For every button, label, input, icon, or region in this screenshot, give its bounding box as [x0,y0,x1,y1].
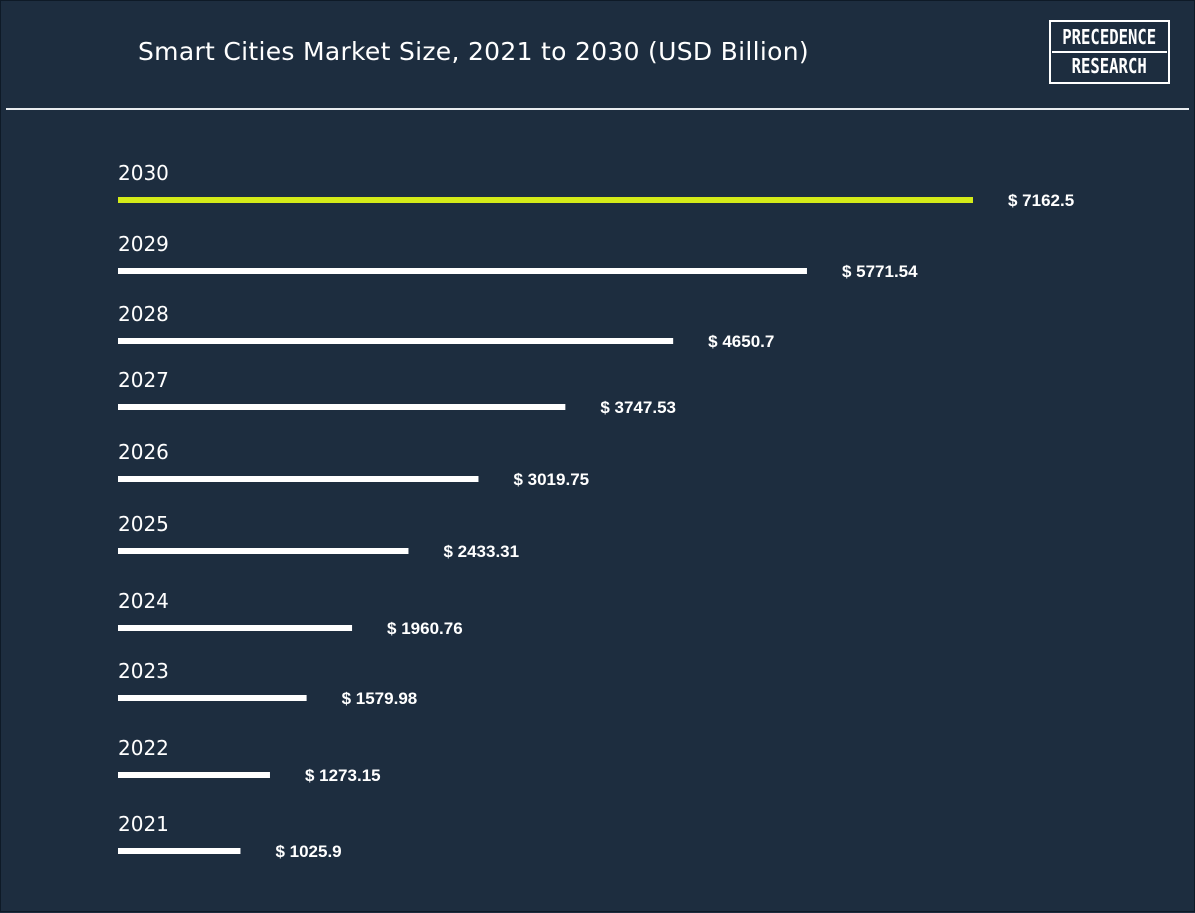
logo-line-2: RESEARCH [1071,54,1148,78]
category-label-2027: 2027 [118,368,169,392]
chart-title: Smart Cities Market Size, 2021 to 2030 (… [138,37,809,66]
value-label-2027: $ 3747.53 [600,398,676,417]
value-label-2024: $ 1960.76 [387,619,463,638]
category-label-2028: 2028 [118,302,169,326]
category-label-2026: 2026 [118,440,169,464]
precedence-research-logo: PRECEDENCE RESEARCH [1049,20,1170,84]
category-label-2021: 2021 [118,812,169,836]
bar-2027 [118,404,566,410]
bar-2028 [118,338,674,344]
category-label-2025: 2025 [118,512,169,536]
bar-2025 [118,548,409,554]
category-label-2024: 2024 [118,589,169,613]
category-label-2029: 2029 [118,232,169,256]
logo-line-1: PRECEDENCE [1062,25,1157,49]
value-label-2028: $ 4650.7 [708,332,774,351]
value-label-2021: $ 1025.9 [275,842,341,861]
value-label-2025: $ 2433.31 [443,542,519,561]
category-label-2023: 2023 [118,659,169,683]
header-divider [6,108,1189,110]
value-label-2023: $ 1579.98 [342,689,418,708]
bar-2022 [118,772,270,778]
logo-divider [1052,51,1167,53]
bar-2023 [118,695,307,701]
value-label-2022: $ 1273.15 [305,766,381,785]
bar-2026 [118,476,479,482]
bar-2024 [118,625,353,631]
bar-2029 [118,268,807,274]
value-label-2030: $ 7162.5 [1008,191,1074,210]
value-label-2029: $ 5771.54 [842,262,918,281]
bar-2021 [118,848,241,854]
bar-2030 [118,197,973,203]
category-label-2022: 2022 [118,736,169,760]
value-label-2026: $ 3019.75 [513,470,589,489]
category-label-2030: 2030 [118,161,169,185]
